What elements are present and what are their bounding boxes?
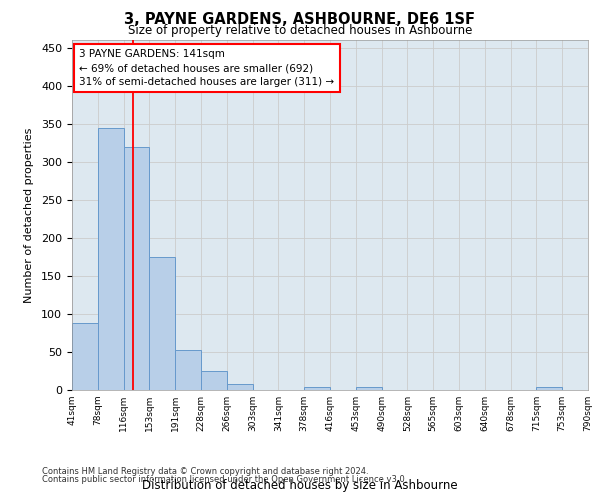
Bar: [98, 128, 124, 390]
Bar: [175, 350, 201, 390]
Bar: [72, 323, 98, 390]
Bar: [149, 257, 175, 390]
Bar: [536, 387, 562, 390]
Text: Size of property relative to detached houses in Ashbourne: Size of property relative to detached ho…: [128, 24, 472, 37]
Bar: [124, 146, 149, 390]
Bar: [201, 371, 227, 390]
Text: Contains public sector information licensed under the Open Government Licence v3: Contains public sector information licen…: [42, 474, 407, 484]
Text: 3, PAYNE GARDENS, ASHBOURNE, DE6 1SF: 3, PAYNE GARDENS, ASHBOURNE, DE6 1SF: [125, 12, 476, 26]
Text: 3 PAYNE GARDENS: 141sqm
← 69% of detached houses are smaller (692)
31% of semi-d: 3 PAYNE GARDENS: 141sqm ← 69% of detache…: [79, 49, 334, 87]
Y-axis label: Number of detached properties: Number of detached properties: [24, 128, 34, 302]
Text: Distribution of detached houses by size in Ashbourne: Distribution of detached houses by size …: [142, 478, 458, 492]
Bar: [227, 384, 253, 390]
Bar: [304, 387, 330, 390]
Bar: [356, 387, 382, 390]
Text: Contains HM Land Registry data © Crown copyright and database right 2024.: Contains HM Land Registry data © Crown c…: [42, 467, 368, 476]
